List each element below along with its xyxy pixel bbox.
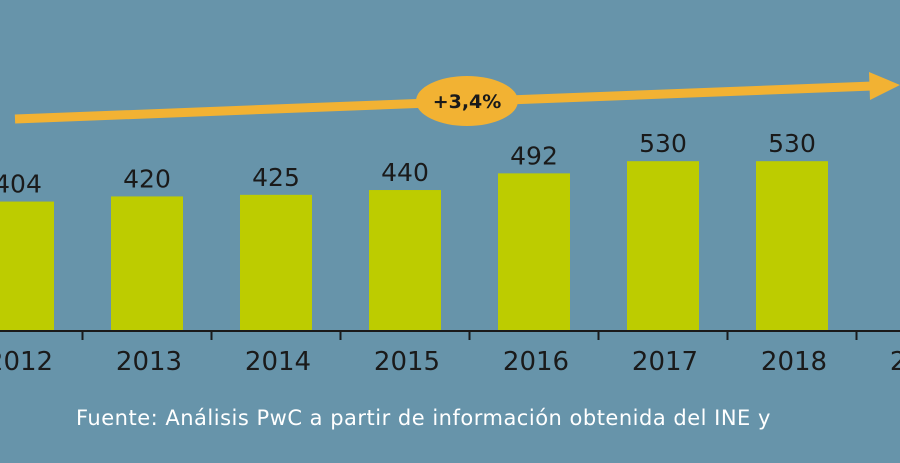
trend-arrow-head [869,72,900,100]
data-label-2013: 420 [123,164,171,193]
bar-2018 [756,161,828,331]
x-tick-label-2015: 2015 [374,347,440,377]
bar-2012 [0,201,54,331]
trend-arrow: +3,4% [14,72,900,126]
data-label-2014: 425 [252,163,300,192]
x-tick-label-2014: 2014 [245,347,311,377]
x-tick-label-2018: 2018 [761,347,827,377]
x-tick-label-2016: 2016 [503,347,569,377]
trend-label: +3,4% [433,91,502,113]
x-tick-label-2017: 2017 [632,347,698,377]
data-label-2016: 492 [510,141,558,170]
data-label-2012: 404 [0,170,42,199]
trend-badge [416,76,518,126]
data-label-2018: 530 [768,129,816,158]
x-tick-label-2019: 2019 [890,347,900,377]
x-tick-label-2013: 2013 [116,347,182,377]
bar-2017 [627,161,699,331]
x-tick-label-2012: 2012 [0,347,53,377]
data-label-2017: 530 [639,129,687,158]
bar-2015 [369,190,441,331]
bar-2014 [240,194,312,331]
bar-2016 [498,173,570,331]
bar-2013 [111,196,183,331]
source-note: Fuente: Análisis PwC a partir de informa… [76,406,771,430]
data-label-2015: 440 [381,158,429,187]
